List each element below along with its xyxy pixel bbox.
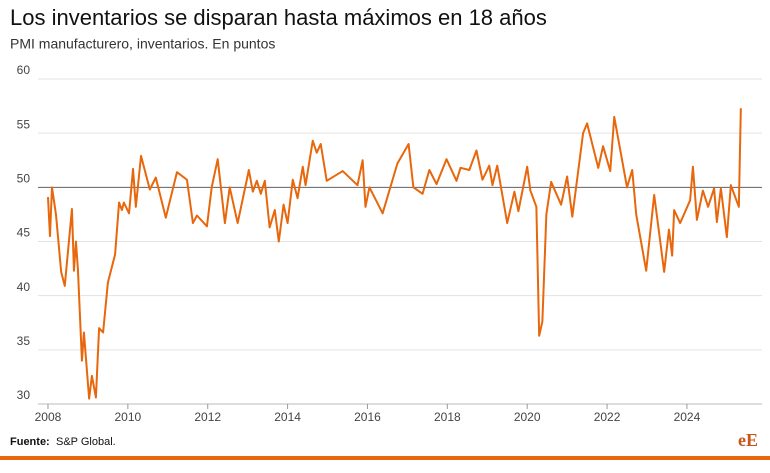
data-line (46, 108, 742, 400)
x-tick-label: 2024 (674, 410, 701, 424)
footer-bar (0, 456, 770, 460)
source-label: Fuente: (10, 436, 50, 448)
x-tick-label: 2018 (434, 410, 461, 424)
source: S&P Global. (56, 436, 116, 448)
x-tick-label: 2020 (514, 410, 541, 424)
x-tick-label: 2012 (194, 410, 221, 424)
y-tick-label: 40 (17, 280, 31, 294)
y-tick-label: 45 (17, 226, 31, 240)
x-tick-label: 2014 (274, 410, 301, 424)
x-tick-label: 2010 (114, 410, 141, 424)
chart-subtitle: PMI manufacturero, inventarios. En punto… (10, 36, 275, 52)
x-tick-label: 2008 (35, 410, 62, 424)
logo: eE (738, 430, 758, 450)
y-tick-label: 35 (17, 334, 31, 348)
x-tick-label: 2016 (354, 410, 381, 424)
y-tick-label: 50 (17, 172, 31, 186)
chart-title: Los inventarios se disparan hasta máximo… (10, 5, 547, 30)
y-tick-label: 30 (17, 388, 31, 402)
y-tick-label: 55 (17, 117, 31, 131)
y-tick-label: 60 (17, 63, 31, 77)
x-tick-label: 2022 (594, 410, 621, 424)
